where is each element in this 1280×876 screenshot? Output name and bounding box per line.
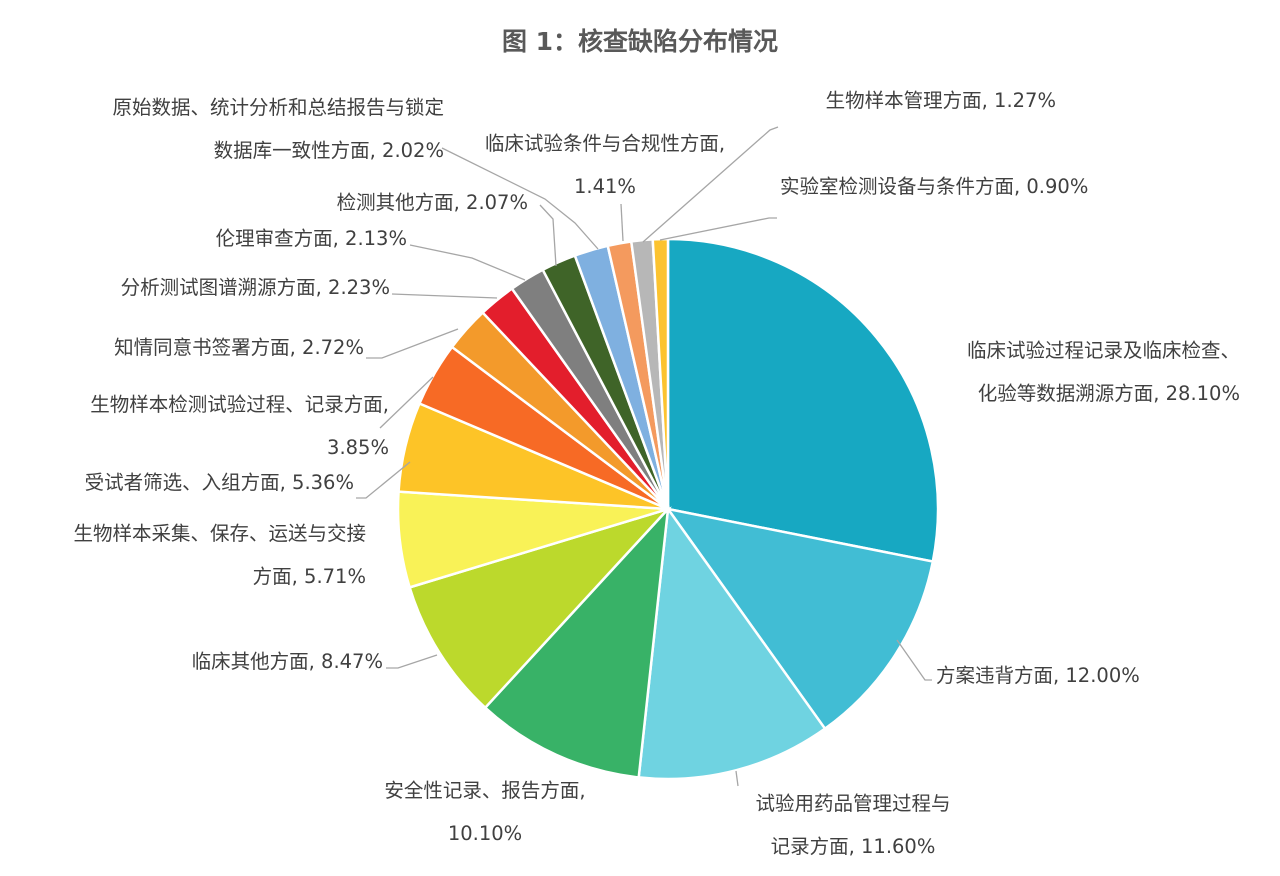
- leader-line-2: [896, 639, 932, 681]
- data-label-line: 伦理审查方面, 2.13%: [216, 227, 407, 250]
- data-labels-layer: 临床试验过程记录及临床检查、化验等数据溯源方面, 28.10% 方案违背方面, 1…: [73, 89, 1240, 858]
- data-label-12: 检测其他方面, 2.07%: [337, 191, 528, 214]
- leader-line-5: [386, 654, 438, 669]
- data-label-3: 试验用药品管理过程与记录方面, 11.60%: [755, 792, 950, 858]
- data-label-line: 生物样本采集、保存、运送与交接: [73, 522, 366, 545]
- data-label-line: 临床试验条件与合规性方面,: [485, 132, 725, 155]
- data-label-line: 生物样本管理方面, 1.27%: [826, 89, 1056, 112]
- data-label-line: 生物样本检测试验过程、记录方面,: [90, 393, 389, 416]
- data-label-13: 原始数据、统计分析和总结报告与锁定数据库一致性方面, 2.02%: [112, 96, 444, 162]
- data-label-line: 方案违背方面, 12.00%: [936, 664, 1140, 687]
- data-label-2: 方案违背方面, 12.00%: [936, 664, 1140, 687]
- data-label-10: 分析测试图谱溯源方面, 2.23%: [121, 276, 390, 299]
- data-label-line: 知情同意书签署方面, 2.72%: [114, 336, 364, 359]
- data-label-line: 原始数据、统计分析和总结报告与锁定: [112, 96, 444, 119]
- leader-line-14: [620, 203, 624, 242]
- data-label-line: 安全性记录、报告方面,: [384, 779, 585, 802]
- slice-5: [408, 506, 673, 710]
- leader-line-10: [391, 293, 498, 299]
- data-label-11: 伦理审查方面, 2.13%: [216, 227, 407, 250]
- leader-lines-layer: [356, 126, 932, 787]
- leader-line-9: [366, 328, 459, 359]
- data-label-1: 临床试验过程记录及临床检查、化验等数据溯源方面, 28.10%: [967, 339, 1240, 405]
- leader-line-11: [409, 244, 526, 281]
- data-label-7: 受试者筛选、入组方面, 5.36%: [85, 471, 354, 494]
- data-label-line: 10.10%: [448, 822, 522, 845]
- data-label-16: 实验室检测设备与条件方面, 0.90%: [780, 175, 1088, 198]
- data-label-14: 临床试验条件与合规性方面, 1.41%: [485, 132, 725, 198]
- data-label-line: 方面, 5.71%: [253, 565, 366, 588]
- leader-line-7: [356, 461, 411, 499]
- slice-4: [483, 505, 670, 779]
- data-label-line: 数据库一致性方面, 2.02%: [214, 139, 444, 162]
- slice-3: [637, 505, 827, 781]
- data-label-line: 记录方面, 11.60%: [771, 835, 936, 858]
- data-label-line: 检测其他方面, 2.07%: [337, 191, 528, 214]
- data-label-line: 临床试验过程记录及临床检查、: [967, 339, 1240, 362]
- data-label-9: 知情同意书签署方面, 2.72%: [114, 336, 364, 359]
- data-label-line: 受试者筛选、入组方面, 5.36%: [85, 471, 354, 494]
- data-label-15: 生物样本管理方面, 1.27%: [826, 89, 1056, 112]
- data-label-line: 实验室检测设备与条件方面, 0.90%: [780, 175, 1088, 198]
- leader-line-8: [379, 376, 434, 429]
- data-label-4: 安全性记录、报告方面, 10.10%: [384, 779, 585, 845]
- leader-line-12: [539, 204, 557, 267]
- data-label-line: 试验用药品管理过程与: [755, 792, 950, 815]
- data-label-5: 临床其他方面, 8.47%: [192, 650, 383, 673]
- chart-title: 图 1：核查缺陷分布情况: [501, 27, 779, 56]
- leader-line-13: [441, 147, 599, 250]
- data-label-6: 生物样本采集、保存、运送与交接方面, 5.71%: [73, 522, 366, 588]
- slice-2: [665, 507, 935, 731]
- data-label-line: 3.85%: [327, 436, 389, 459]
- slices-layer: [396, 237, 940, 781]
- data-label-line: 化验等数据溯源方面, 28.10%: [978, 382, 1240, 405]
- data-label-line: 分析测试图谱溯源方面, 2.23%: [121, 276, 390, 299]
- leader-line-15: [642, 126, 779, 243]
- data-label-line: 临床其他方面, 8.47%: [192, 650, 383, 673]
- leader-line-16: [659, 217, 777, 241]
- data-label-8: 生物样本检测试验过程、记录方面, 3.85%: [90, 393, 389, 459]
- leader-line-3: [735, 770, 739, 787]
- data-label-line: 1.41%: [574, 175, 636, 198]
- slice-1: [666, 237, 940, 564]
